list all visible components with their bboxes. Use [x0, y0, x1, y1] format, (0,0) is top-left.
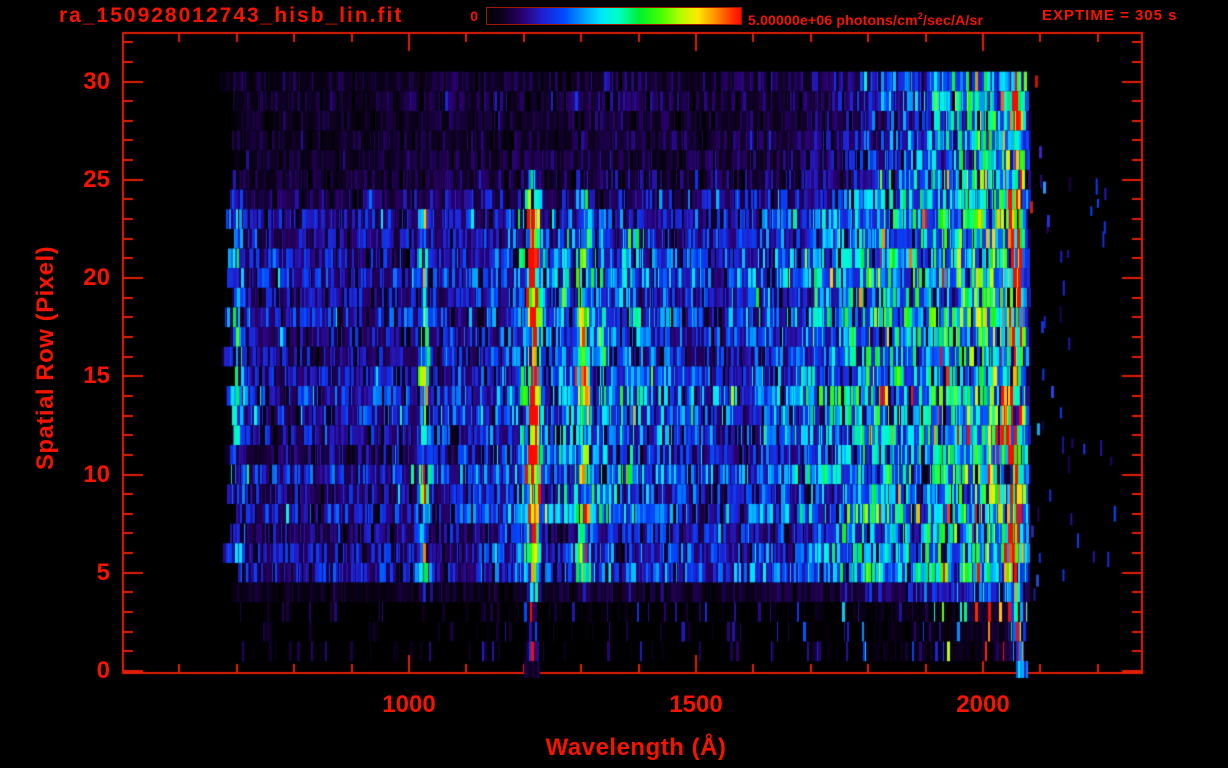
- y-axis-tick-label: 30: [83, 67, 110, 95]
- colorbar-unit-suffix: /sec/A/sr: [922, 12, 984, 28]
- x-axis-tick-label: 1000: [382, 691, 436, 718]
- y-axis-tick-label: 0: [96, 657, 110, 684]
- exposure-time-label: EXPTIME = 305 s: [1042, 7, 1178, 24]
- x-axis-tick-label: 2000: [956, 691, 1010, 718]
- x-axis-title: Wavelength (Å): [545, 734, 727, 761]
- y-axis-tick-label: 20: [83, 264, 110, 291]
- y-axis-tick-label: 15: [83, 362, 110, 390]
- y-axis-tick-label: 25: [83, 165, 110, 193]
- colorbar-gradient: [486, 7, 742, 25]
- plot-title-filename: ra_150928012743_hisb_lin.fit: [59, 4, 404, 27]
- colorbar-max-value: 5.00000e+06 photons/cm: [748, 12, 918, 28]
- colorbar-unit-superscript: 2: [917, 11, 923, 21]
- y-axis-tick-label: 10: [83, 460, 110, 488]
- colorbar-min-label: 0: [470, 8, 478, 24]
- colorbar-max-label: 5.00000e+06 photons/cm2/sec/A/sr: [748, 6, 983, 30]
- y-axis-tick-label: 5: [96, 558, 110, 586]
- x-axis-tick-label: 1500: [669, 691, 723, 718]
